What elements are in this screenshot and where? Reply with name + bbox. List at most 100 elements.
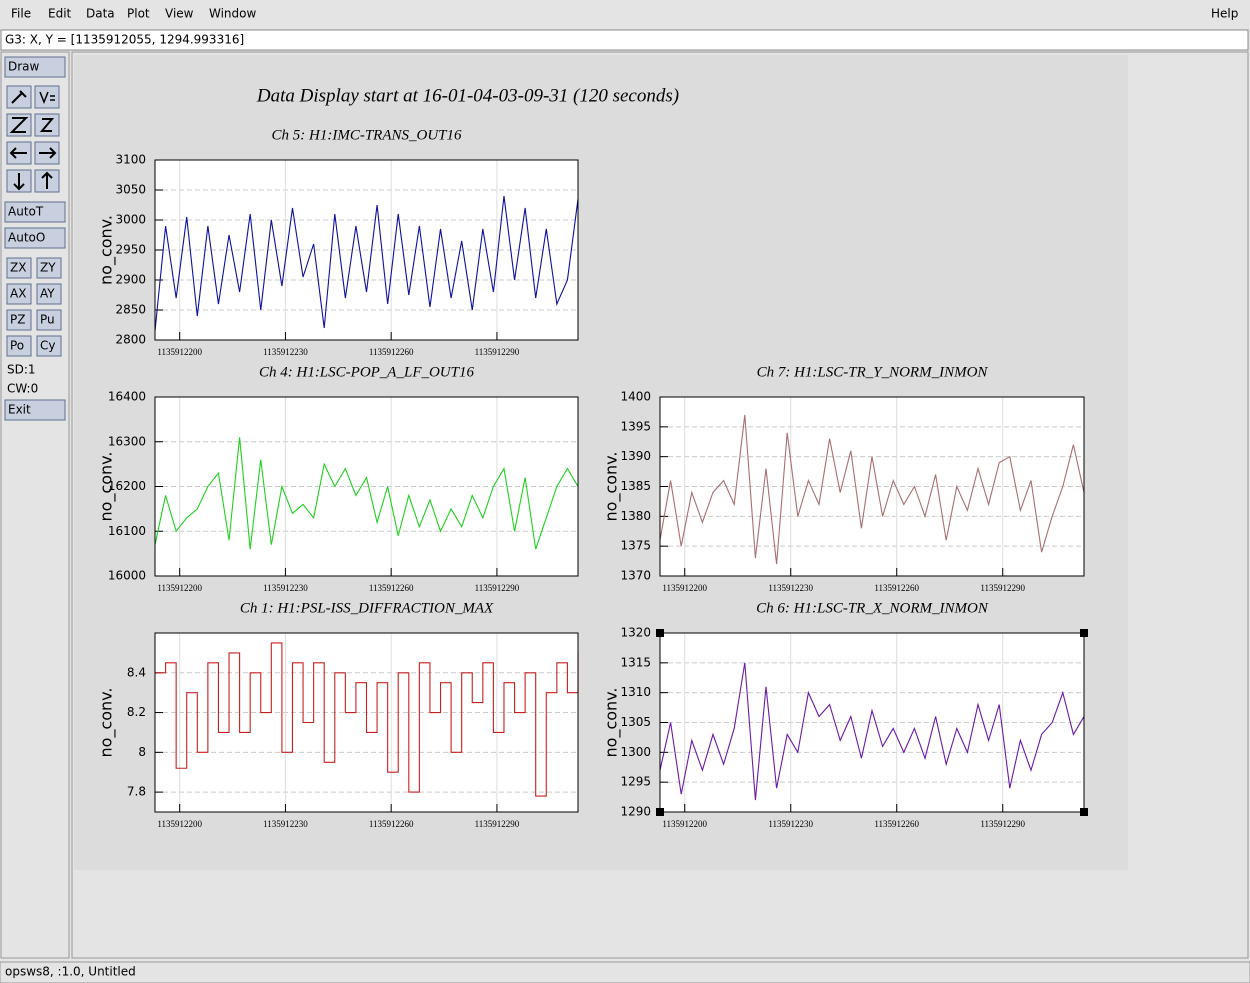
y-tick-label: 1370 bbox=[620, 569, 651, 583]
x-tick-label: 1135912290 bbox=[475, 583, 520, 593]
y-tick-label: 1300 bbox=[620, 745, 651, 759]
y-tick-label: 1385 bbox=[620, 479, 651, 493]
plot-frame bbox=[154, 632, 579, 813]
y-tick-label: 3100 bbox=[115, 153, 146, 167]
chart-title: Ch 4: H1:LSC-POP_A_LF_OUT16 bbox=[259, 364, 475, 380]
y-axis-label: no_conv. bbox=[602, 688, 622, 758]
chart-title: Ch 1: H1:PSL-ISS_DIFFRACTION_MAX bbox=[240, 600, 494, 616]
button-label: Exit bbox=[8, 403, 31, 417]
status-text: G3: X, Y = [1135912055, 1294.993316] bbox=[5, 33, 244, 47]
x-tick-label: 1135912200 bbox=[662, 819, 707, 829]
y-tick-label: 16200 bbox=[108, 479, 146, 493]
x-tick-label: 1135912230 bbox=[263, 347, 308, 357]
menu-item[interactable]: Edit bbox=[48, 7, 72, 21]
button[interactable] bbox=[36, 283, 62, 305]
button-label: Draw bbox=[8, 60, 40, 74]
y-tick-label: 1395 bbox=[620, 419, 651, 433]
footer-bar bbox=[0, 961, 1250, 983]
x-tick-label: 1135912230 bbox=[263, 583, 308, 593]
x-tick-label: 1135912230 bbox=[768, 819, 813, 829]
button[interactable] bbox=[4, 227, 66, 249]
data-line bbox=[659, 662, 1085, 801]
menu-item[interactable]: File bbox=[11, 7, 31, 21]
y-axis-label: no_conv. bbox=[602, 452, 622, 522]
button-label: ZX bbox=[10, 261, 26, 275]
plot-frame bbox=[659, 632, 1085, 813]
y-tick-label: 16400 bbox=[108, 390, 146, 404]
icon bbox=[39, 118, 55, 132]
plot-frame bbox=[154, 396, 579, 577]
selection-handle bbox=[1080, 808, 1088, 816]
y-tick-label: 1290 bbox=[620, 805, 651, 819]
y-tick-label: 7.8 bbox=[127, 785, 146, 799]
button[interactable] bbox=[4, 399, 66, 421]
y-tick-label: 1320 bbox=[620, 626, 651, 640]
chart-title: Ch 6: H1:LSC-TR_X_NORM_INMON bbox=[756, 600, 989, 616]
menu-item[interactable]: Help bbox=[1211, 7, 1238, 21]
button-label: AY bbox=[40, 287, 55, 301]
data-line bbox=[154, 195, 579, 332]
y-tick-label: 2850 bbox=[115, 303, 146, 317]
x-tick-label: 1135912230 bbox=[768, 583, 813, 593]
button[interactable] bbox=[36, 335, 62, 357]
data-line bbox=[154, 437, 579, 550]
y-tick-label: 1295 bbox=[620, 775, 651, 789]
x-tick-label: 1135912260 bbox=[874, 583, 919, 593]
y-tick-label: 1400 bbox=[620, 390, 651, 404]
button[interactable] bbox=[34, 85, 60, 109]
icon bbox=[39, 91, 55, 105]
y-tick-label: 2800 bbox=[115, 333, 146, 347]
y-tick-label: 16000 bbox=[108, 569, 146, 583]
button[interactable] bbox=[6, 283, 32, 305]
footer-text: opsws8, :1.0, Untitled bbox=[5, 965, 136, 979]
y-tick-label: 1310 bbox=[620, 685, 651, 699]
y-tick-label: 16300 bbox=[108, 434, 146, 448]
icon bbox=[11, 90, 27, 104]
button[interactable] bbox=[6, 335, 32, 357]
y-tick-label: 1390 bbox=[620, 449, 651, 463]
y-axis-label: no_conv. bbox=[97, 452, 117, 522]
status-field bbox=[0, 29, 1249, 51]
button[interactable] bbox=[6, 309, 32, 331]
menu-bar bbox=[0, 0, 1250, 28]
data-line bbox=[659, 414, 1085, 565]
x-tick-label: 1135912200 bbox=[662, 583, 707, 593]
button-label: Cy bbox=[40, 339, 55, 353]
y-tick-label: 8.2 bbox=[127, 705, 146, 719]
icon-buttons bbox=[6, 85, 60, 193]
x-tick-label: 1135912290 bbox=[475, 347, 520, 357]
x-tick-label: 1135912260 bbox=[369, 583, 414, 593]
button[interactable] bbox=[36, 257, 62, 279]
icon bbox=[41, 171, 53, 189]
button[interactable] bbox=[36, 309, 62, 331]
chart-title: Ch 7: H1:LSC-TR_Y_NORM_INMON bbox=[757, 364, 989, 380]
x-tick-label: 1135912200 bbox=[157, 819, 202, 829]
y-tick-label: 1380 bbox=[620, 509, 651, 523]
button-label: Po bbox=[10, 339, 24, 353]
info-text: CW:0 bbox=[7, 382, 38, 396]
menu-item[interactable]: Window bbox=[209, 7, 257, 21]
button-label: AX bbox=[10, 287, 26, 301]
x-tick-label: 1135912290 bbox=[475, 819, 520, 829]
button[interactable] bbox=[4, 201, 66, 223]
chart-title: Ch 5: H1:IMC-TRANS_OUT16 bbox=[272, 127, 462, 143]
button[interactable] bbox=[6, 257, 32, 279]
y-axis-label: no_conv. bbox=[97, 215, 117, 285]
y-tick-label: 2900 bbox=[115, 273, 146, 287]
menu-item[interactable]: Data bbox=[86, 7, 115, 21]
icon bbox=[9, 147, 27, 159]
button-label: AutoT bbox=[8, 205, 44, 219]
menu-item[interactable]: View bbox=[165, 7, 194, 21]
menu-item[interactable]: Plot bbox=[127, 7, 150, 21]
button-label: ZY bbox=[40, 261, 56, 275]
y-axis-label: no_conv. bbox=[97, 688, 117, 758]
icon bbox=[13, 173, 25, 191]
y-tick-label: 8 bbox=[138, 745, 146, 759]
x-tick-label: 1135912290 bbox=[980, 819, 1025, 829]
button[interactable] bbox=[4, 56, 66, 78]
button-label: Pu bbox=[40, 313, 55, 327]
y-tick-label: 3050 bbox=[115, 183, 146, 197]
y-tick-label: 1375 bbox=[620, 539, 651, 553]
